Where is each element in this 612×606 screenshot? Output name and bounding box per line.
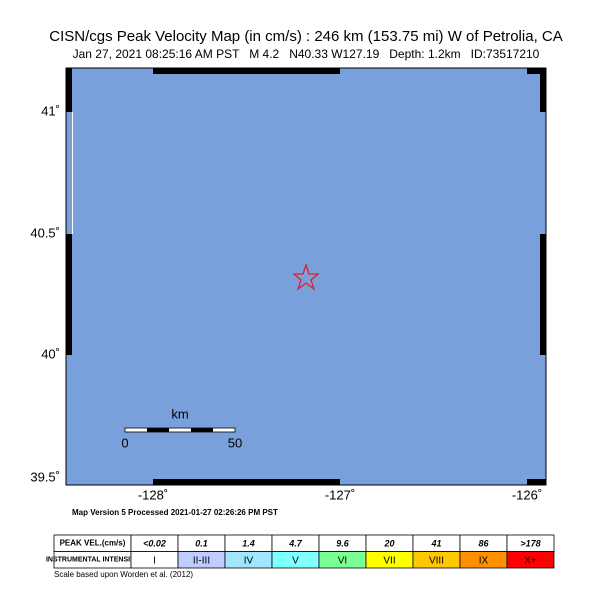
epicenter xyxy=(292,262,320,291)
legend-value: IX xyxy=(479,555,489,566)
legend-header: INSTRUMENTAL INTENSITY xyxy=(46,557,139,564)
legend-cell xyxy=(506,551,555,569)
lat-label: 40˚ xyxy=(41,346,60,361)
legend-value: II-III xyxy=(193,555,210,566)
legend-value: >178 xyxy=(520,539,540,549)
legend-value: 1.4 xyxy=(242,539,255,549)
version-note: Map Version 5 Processed 2021-01-27 02:26… xyxy=(72,508,278,517)
subtitle: Jan 27, 2021 08:25:16 AM PST M 4.2 N40.3… xyxy=(73,47,540,61)
legend-value: 20 xyxy=(383,539,394,549)
lon-label: -127˚ xyxy=(325,487,355,502)
legend-value: 4.7 xyxy=(288,539,303,549)
lon-label: -128˚ xyxy=(138,487,168,502)
legend-value: 86 xyxy=(478,539,489,549)
legend-value: 0.1 xyxy=(195,539,208,549)
legend-value: 41 xyxy=(430,539,441,549)
scale-unit: km xyxy=(171,406,188,421)
ocean xyxy=(65,67,547,486)
legend-value: <0.02 xyxy=(143,539,166,549)
lat-label: 39.5˚ xyxy=(30,469,60,484)
legend-value: VII xyxy=(383,555,395,566)
title: CISN/cgs Peak Velocity Map (in cm/s) : 2… xyxy=(49,28,563,45)
credit: Scale based upon Worden et al. (2012) xyxy=(54,570,193,579)
scale-label: 50 xyxy=(228,435,242,450)
legend: PEAK VEL.(cm/s) <0.02 0.1 1.4 4.7 9.6 20 41 86 >1… xyxy=(46,534,555,569)
legend-value: V xyxy=(292,555,299,566)
legend-value: I xyxy=(153,555,156,566)
lat-label: 41˚ xyxy=(41,103,60,118)
lat-label: 40.5˚ xyxy=(30,225,60,240)
lon-label: -126˚ xyxy=(512,487,542,502)
legend-value: 9.6 xyxy=(336,539,350,549)
scale-bar xyxy=(124,427,236,433)
legend-value: IV xyxy=(244,555,254,566)
legend-header: PEAK VEL.(cm/s) xyxy=(60,538,126,547)
scale-label: 0 xyxy=(121,435,128,450)
legend-value: VIII xyxy=(429,555,444,566)
legend-value: VI xyxy=(338,555,347,566)
frame xyxy=(66,68,546,485)
legend-value: X+ xyxy=(524,555,537,566)
